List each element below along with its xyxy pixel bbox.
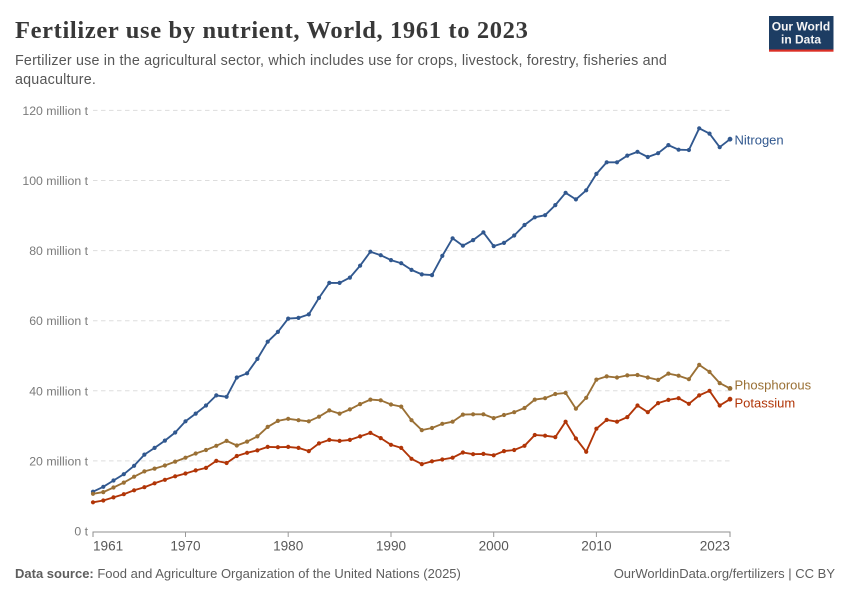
svg-text:Potassium: Potassium (735, 396, 796, 411)
svg-text:Phosphorous: Phosphorous (735, 378, 812, 393)
svg-text:OurWorldinData.org/fertilizers: OurWorldinData.org/fertilizers | CC BY (614, 566, 836, 581)
svg-text:120 million t: 120 million t (22, 104, 88, 118)
svg-text:Data source: Food and Agricult: Data source: Food and Agriculture Organi… (15, 566, 461, 581)
svg-text:Fertilizer use in the agricult: Fertilizer use in the agricultural secto… (15, 53, 667, 69)
svg-text:Nitrogen: Nitrogen (735, 133, 784, 148)
svg-text:20 million t: 20 million t (29, 454, 88, 468)
svg-text:Our World: Our World (772, 20, 830, 34)
svg-text:1980: 1980 (273, 539, 304, 554)
svg-text:1970: 1970 (170, 539, 201, 554)
svg-text:2000: 2000 (479, 539, 510, 554)
svg-text:1990: 1990 (376, 539, 407, 554)
svg-text:60 million t: 60 million t (29, 314, 88, 328)
svg-text:100 million t: 100 million t (22, 174, 88, 188)
svg-text:Fertilizer use by nutrient, Wo: Fertilizer use by nutrient, World, 1961 … (15, 17, 528, 44)
svg-text:in Data: in Data (781, 33, 821, 47)
svg-text:40 million t: 40 million t (29, 384, 88, 398)
svg-text:0 t: 0 t (74, 525, 88, 539)
svg-text:80 million t: 80 million t (29, 244, 88, 258)
svg-text:2023: 2023 (700, 539, 730, 554)
svg-text:1961: 1961 (93, 539, 123, 554)
svg-text:2010: 2010 (581, 539, 612, 554)
svg-text:aquaculture.: aquaculture. (15, 72, 96, 88)
